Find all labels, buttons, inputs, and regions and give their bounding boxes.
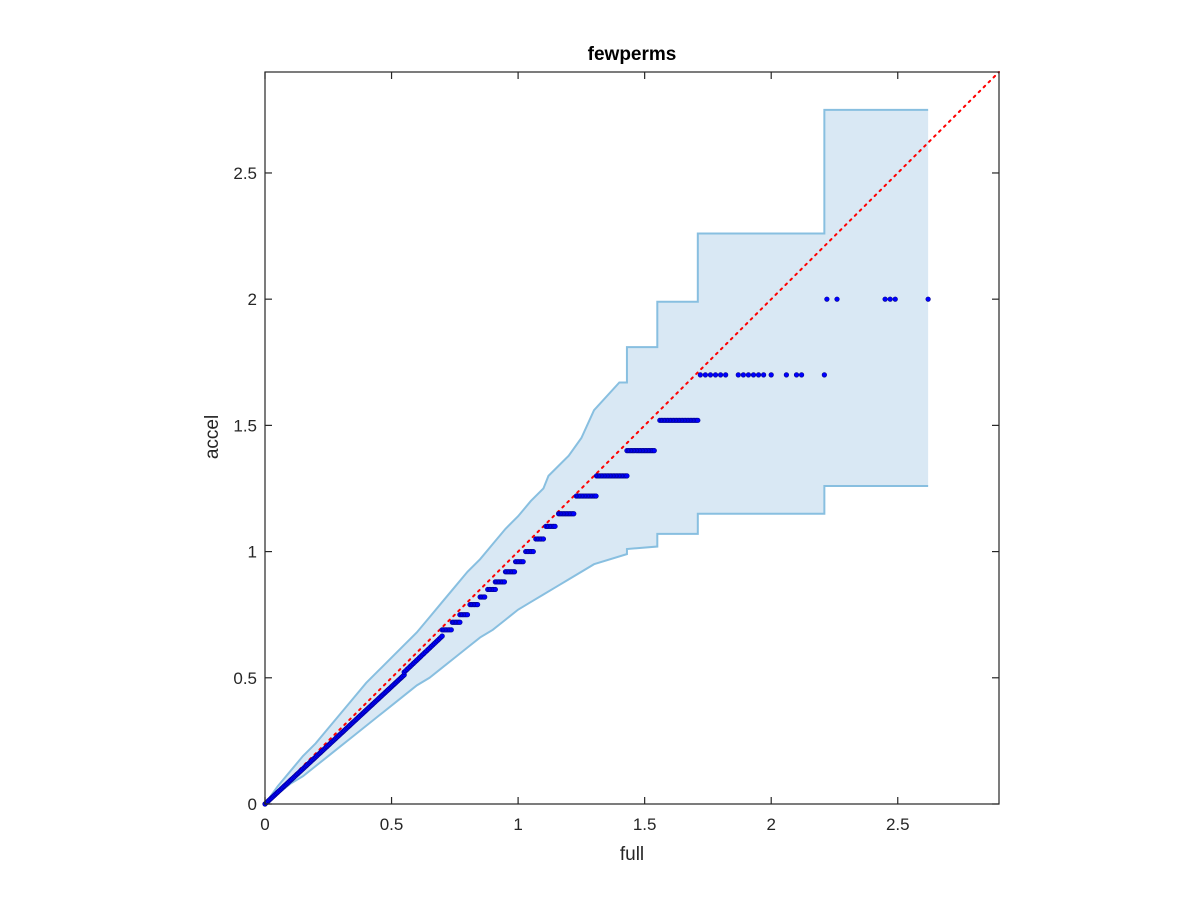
data-point — [511, 569, 518, 575]
data-point — [707, 372, 714, 378]
data-point — [624, 473, 630, 479]
data-point — [755, 372, 762, 378]
confidence-band — [265, 109, 929, 805]
data-point — [702, 372, 709, 378]
data-point — [768, 372, 774, 378]
data-point — [439, 633, 445, 639]
reference-line — [264, 71, 1000, 805]
data-point — [593, 493, 599, 499]
data-point — [761, 372, 767, 378]
band-lower-edge — [264, 484, 929, 805]
y-tick-label: 2 — [248, 290, 257, 309]
x-tick-label: 0.5 — [380, 815, 404, 834]
data-point — [448, 627, 454, 633]
data-point — [695, 417, 701, 423]
y-tick-label: 1.5 — [233, 416, 257, 435]
data-point — [501, 579, 508, 585]
data-point — [735, 372, 741, 378]
data-point — [552, 523, 558, 529]
plot-area — [262, 71, 1000, 807]
data-point — [530, 548, 536, 555]
data-point — [925, 296, 931, 302]
chart-title: fewperms — [588, 44, 677, 65]
data-point — [798, 372, 805, 378]
data-point — [717, 372, 724, 378]
data-point — [882, 296, 888, 302]
y-tick-label: 1 — [248, 543, 257, 562]
x-axis-label: full — [620, 844, 644, 865]
axes: 0 0.5 1 1.5 2 2.5 0 0.5 1 1.5 2 2.5 — [233, 71, 1000, 834]
y-tick-label: 0.5 — [233, 669, 257, 688]
data-point — [492, 586, 498, 593]
y-tick-label: 0 — [248, 795, 257, 814]
x-tick-label: 2 — [766, 815, 775, 834]
data-point — [571, 511, 577, 517]
data-point — [475, 601, 481, 608]
data-point — [745, 372, 752, 378]
data-point — [892, 296, 898, 302]
axes-box — [264, 71, 1000, 805]
data-point — [482, 594, 488, 600]
scatter-points — [262, 296, 931, 807]
data-point — [520, 559, 526, 565]
data-point — [540, 536, 547, 542]
x-tick-label: 1.5 — [633, 815, 657, 834]
data-point — [793, 372, 800, 378]
data-point — [740, 372, 746, 378]
band-upper-edge — [264, 108, 929, 805]
data-point — [464, 612, 471, 618]
data-point — [750, 372, 757, 378]
data-point — [821, 372, 827, 378]
data-point — [824, 296, 830, 302]
y-tick-label: 2.5 — [233, 164, 257, 183]
x-tick-label: 2.5 — [886, 815, 910, 834]
data-point — [697, 372, 703, 378]
data-point — [783, 372, 789, 378]
data-point — [887, 296, 893, 302]
data-point — [651, 448, 657, 454]
y-axis-label: accel — [202, 415, 223, 459]
x-tick-label: 0 — [260, 815, 269, 834]
data-point — [712, 372, 719, 378]
data-point — [834, 296, 840, 302]
x-tick-label: 1 — [513, 815, 522, 834]
data-point — [457, 619, 463, 625]
data-point — [723, 372, 729, 378]
